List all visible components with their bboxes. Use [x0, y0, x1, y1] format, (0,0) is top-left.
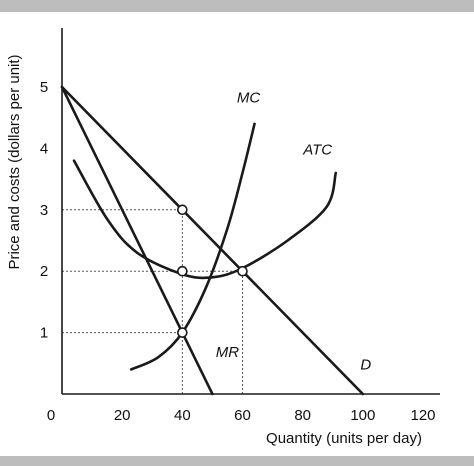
curve-mc — [129, 122, 256, 371]
marked-point-2 — [177, 327, 188, 338]
y-tick-5: 5 — [40, 79, 48, 96]
curve-labels: D MR MC ATC — [216, 89, 372, 373]
top-band — [0, 0, 474, 12]
x-tick-100: 100 — [350, 407, 375, 424]
y-tick-3: 3 — [40, 202, 48, 219]
label-mc: MC — [237, 89, 260, 106]
point-markers — [177, 204, 248, 338]
x-tick-20: 20 — [114, 407, 131, 424]
x-tick-0: 0 — [47, 407, 55, 424]
x-tick-80: 80 — [294, 407, 311, 424]
x-tick-40: 40 — [174, 407, 191, 424]
label-d: D — [360, 356, 371, 373]
label-mr: MR — [216, 344, 239, 361]
x-tick-60: 60 — [234, 407, 251, 424]
y-tick-4: 4 — [40, 140, 48, 157]
curves — [60, 85, 365, 396]
marked-point-3 — [237, 265, 248, 277]
y-tick-2: 2 — [40, 263, 48, 280]
x-tick-120: 120 — [410, 407, 435, 424]
y-axis-title: Price and costs (dollars per unit) — [6, 54, 23, 269]
label-atc: ATC — [302, 142, 332, 159]
bottom-band — [0, 456, 474, 466]
marked-point-1 — [177, 265, 188, 277]
y-tick-1: 1 — [40, 325, 48, 342]
tick-labels: 0 20 40 60 80 100 120 1 2 3 4 5 — [40, 79, 436, 424]
dashed-guides — [62, 209, 243, 394]
x-axis-title: Quantity (units per day) — [266, 430, 422, 447]
curve-mr — [60, 85, 214, 396]
economics-chart: 0 20 40 60 80 100 120 1 2 3 4 5 D MR MC ATC Quantity (… — [6, 28, 440, 447]
curve-d — [60, 85, 365, 396]
axes — [61, 28, 440, 395]
marked-point-0 — [177, 204, 188, 216]
curve-atc — [72, 159, 338, 280]
